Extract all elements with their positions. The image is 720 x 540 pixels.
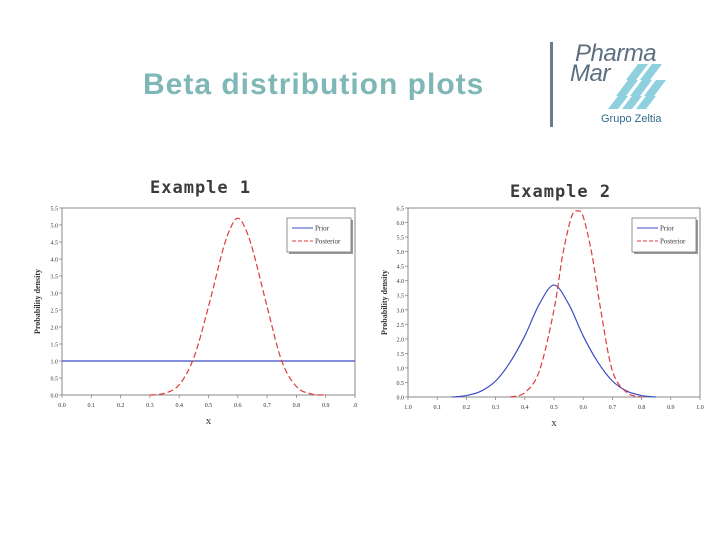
y-tick-label: 6.5	[397, 207, 405, 213]
x-tick-label: 0.8	[638, 405, 646, 411]
x-tick-label: 0.0	[58, 403, 66, 409]
logo-text-line2: Mar	[570, 60, 610, 87]
series-prior-line	[451, 284, 657, 398]
x-tick-label: 0.9	[667, 405, 675, 411]
y-tick-label: 5.0	[51, 224, 59, 230]
y-tick-label: 5.5	[397, 236, 405, 242]
x-tick-label: 1.0	[696, 405, 704, 411]
y-tick-label: 2.5	[397, 323, 405, 329]
y-tick-label: 5.5	[51, 207, 59, 213]
y-tick-label: 3.0	[397, 308, 405, 314]
x-tick-label: 0.1	[88, 403, 96, 409]
example-2-label: Example 2	[510, 182, 612, 202]
x-tick-label: 0.7	[263, 403, 271, 409]
y-tick-label: 4.5	[397, 265, 405, 271]
y-tick-label: 2.5	[51, 309, 59, 315]
x-tick-label: 0.2	[117, 403, 125, 409]
legend-posterior-label: Posterior	[315, 238, 341, 246]
y-tick-label: 4.5	[51, 241, 59, 247]
legend-posterior-label: Posterior	[660, 238, 686, 246]
y-axis-label: Probability density	[33, 269, 42, 334]
logo-text-line1: Pharma	[575, 40, 657, 67]
x-tick-label: 0.4	[521, 405, 529, 411]
y-tick-label: 1.0	[51, 360, 59, 366]
y-axis-label: Probability density	[380, 270, 389, 335]
chart-example-1: 0.0 0.5 1.0 1.5 2.0 2.5 3.0 3.5 4.0 4.5 5.0 5.5 0.0 0…	[33, 207, 358, 428]
y-tick-label: 1.5	[51, 343, 59, 349]
x-tick-label: 0.2	[463, 405, 471, 411]
series-posterior-line	[149, 217, 326, 396]
x-tick-label: .0	[353, 403, 358, 409]
x-tick-label: 0.6	[579, 405, 587, 411]
y-tick-label: 0.5	[397, 381, 405, 387]
y-tick-label: 5.0	[397, 250, 405, 256]
logo-stripes-icon	[608, 64, 666, 109]
x-tick-label: 1.0	[404, 405, 412, 411]
x-tick-label: 0.9	[322, 403, 330, 409]
y-tick-label: 6.0	[397, 221, 405, 227]
x-tick-label: 0.3	[146, 403, 154, 409]
y-tick-label: 3.5	[51, 275, 59, 281]
y-tick-label: 1.0	[397, 366, 405, 372]
chart-example-2: 0.0 0.5 1.0 1.5 2.0 2.5 3.0 3.5 4.0 4.5 5.0 5.5 6.0 6…	[380, 207, 704, 430]
series-posterior-line	[510, 210, 642, 398]
y-tick-label: 4.0	[51, 258, 59, 264]
y-tick-label: 3.0	[51, 292, 59, 298]
y-tick-label: 0.0	[397, 396, 405, 402]
chart-legend: Prior Posterior	[286, 217, 353, 254]
y-tick-label: 2.0	[51, 326, 59, 332]
legend-prior-label: Prior	[315, 225, 330, 233]
y-tick-label: 3.5	[397, 294, 405, 300]
example-1-label: Example 1	[150, 178, 252, 198]
x-tick-label: 0.5	[550, 405, 558, 411]
x-tick-label: 0.1	[433, 405, 441, 411]
slide-title: Beta distribution plots	[143, 68, 485, 101]
x-axis-label: x	[551, 417, 557, 429]
x-tick-label: 0.6	[234, 403, 242, 409]
y-tick-label: 4.0	[397, 279, 405, 285]
x-tick-label: 0.5	[205, 403, 213, 409]
y-tick-label: 1.5	[397, 352, 405, 358]
y-tick-label: 0.5	[51, 377, 59, 383]
x-axis-label: x	[206, 415, 212, 427]
x-tick-label: 0.3	[492, 405, 500, 411]
x-tick-label: 0.4	[175, 403, 183, 409]
chart-legend: Prior Posterior	[631, 217, 698, 254]
x-tick-label: 0.7	[609, 405, 617, 411]
logo-subtitle: Grupo Zeltia	[601, 113, 662, 125]
title-divider	[550, 42, 553, 127]
legend-prior-label: Prior	[660, 225, 675, 233]
y-tick-label: 0.0	[51, 394, 59, 400]
y-tick-label: 2.0	[397, 337, 405, 343]
x-tick-label: 0.8	[293, 403, 301, 409]
